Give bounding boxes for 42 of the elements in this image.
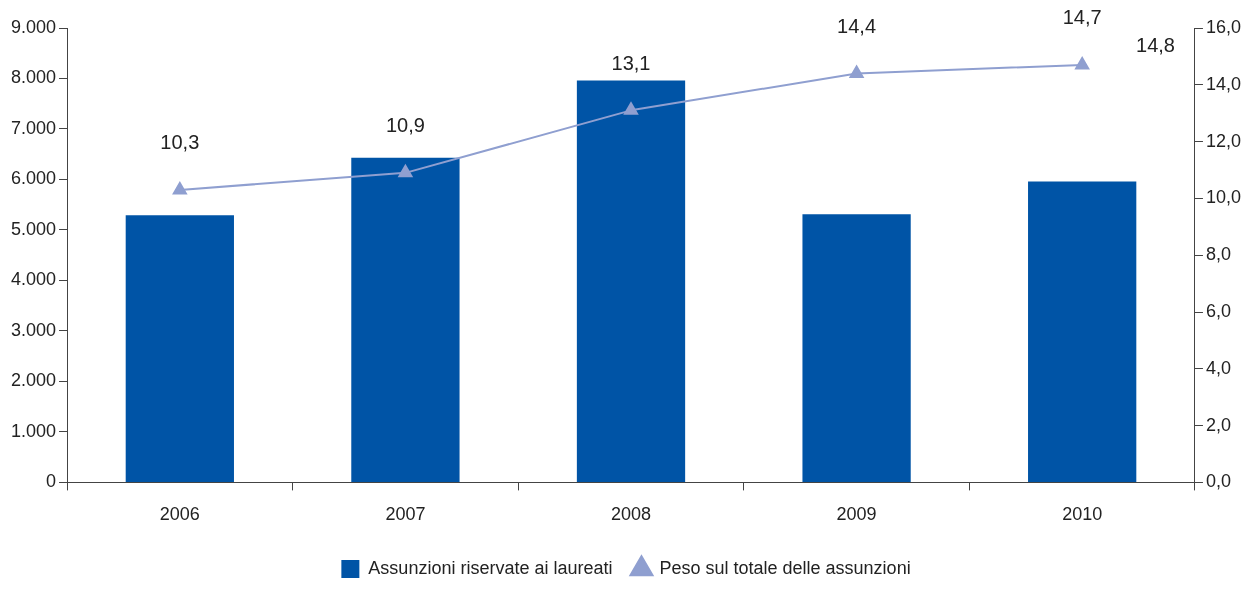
y2-tick-label: 12,0: [1205, 130, 1242, 151]
point: [849, 65, 864, 78]
y2-tick-label: 4,0: [1205, 357, 1231, 378]
y-tick-label: 6.000: [11, 168, 57, 189]
bar: [576, 80, 686, 482]
x-tick-label: 2010: [1062, 504, 1103, 525]
point: [398, 164, 413, 178]
legend-label: Assunzioni riservate ai laureati: [368, 557, 613, 578]
y-tick-label: 8.000: [11, 67, 57, 88]
annotation: 14,8: [1136, 33, 1175, 56]
y-tick-label: 4.000: [11, 269, 57, 290]
point: [1075, 56, 1090, 70]
bar: [125, 215, 234, 482]
y-tick-label: 9.000: [11, 16, 57, 37]
x-tick-label: 2008: [610, 504, 652, 525]
y2-tick-label: 8,0: [1205, 244, 1231, 265]
data-label: 13,1: [611, 51, 651, 74]
y2-tick-label: 6,0: [1205, 300, 1231, 321]
y-tick-label: 0: [46, 471, 57, 492]
bar: [802, 214, 911, 482]
y-tick-label: 5.000: [11, 218, 57, 239]
bar: [351, 157, 460, 482]
data-label: 14,4: [837, 14, 877, 37]
y2-tick-label: 0,0: [1205, 471, 1231, 492]
y2-tick-label: 16,0: [1205, 16, 1242, 37]
y2-tick-label: 14,0: [1205, 73, 1242, 94]
x-tick-label: 2009: [836, 504, 877, 525]
bar: [1028, 181, 1137, 482]
point: [172, 181, 187, 195]
point: [623, 102, 639, 115]
x-tick-label: 2007: [385, 504, 426, 525]
legend-label: Peso sul totale delle assunzioni: [659, 557, 911, 578]
y2-tick-label: 10,0: [1205, 187, 1242, 208]
x-tick-label: 2006: [159, 504, 200, 525]
y2-tick-label: 2,0: [1205, 414, 1231, 435]
y-tick-label: 3.000: [11, 319, 57, 340]
data-label: 14,7: [1062, 6, 1102, 29]
y-tick-label: 1.000: [11, 420, 57, 441]
y-tick-label: 7.000: [11, 117, 57, 138]
y-tick-label: 2.000: [11, 370, 57, 391]
data-label: 10,3: [160, 131, 200, 154]
data-label: 10,9: [385, 114, 425, 137]
